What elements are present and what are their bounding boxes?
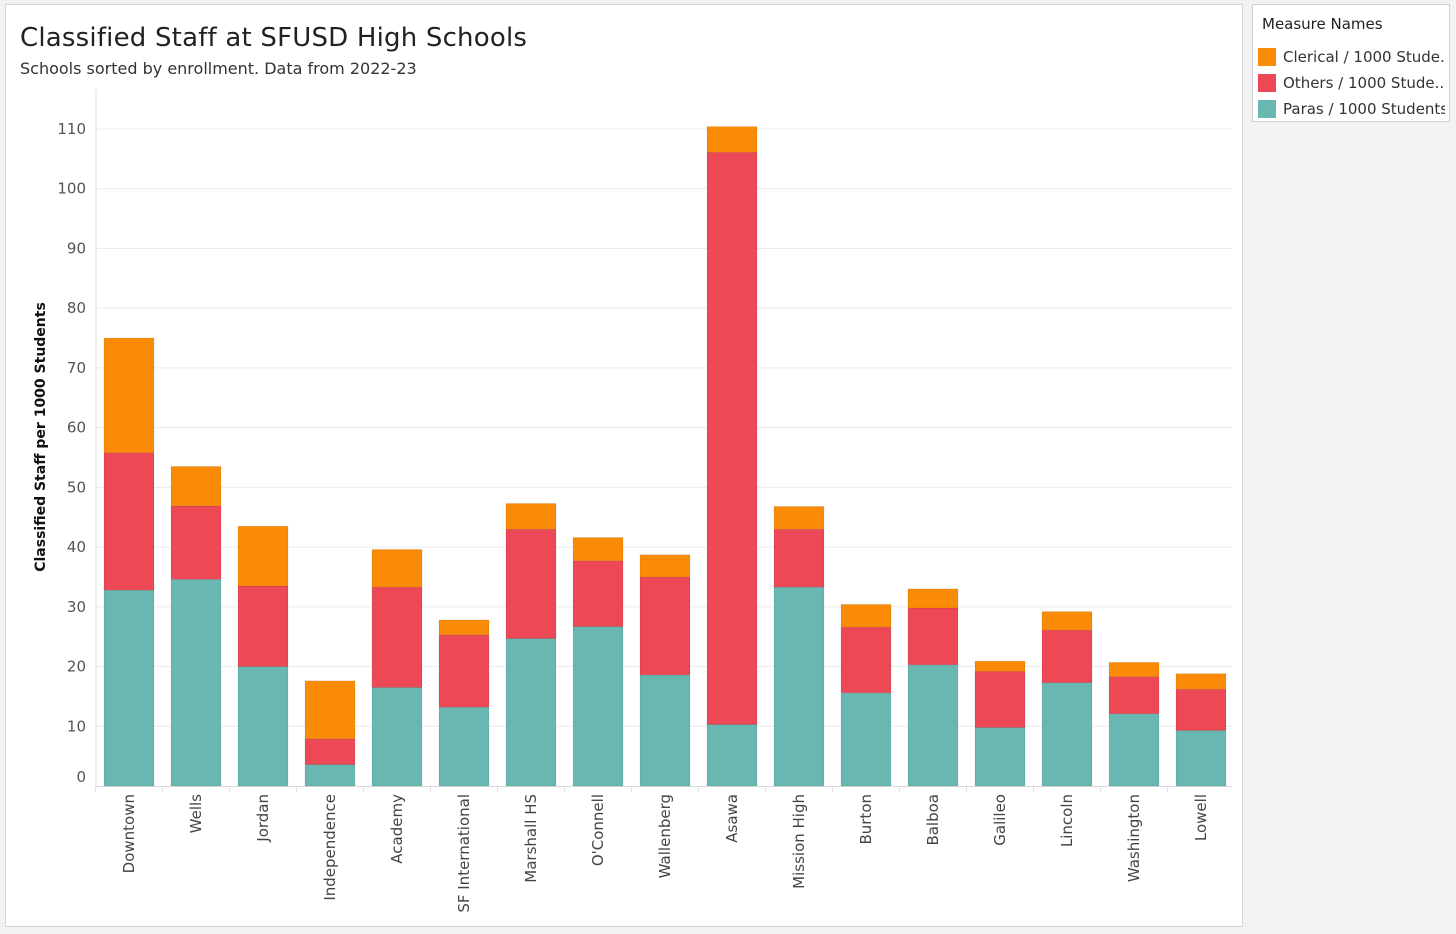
bar-segment	[505, 503, 557, 530]
x-tick-label: Galileo	[991, 794, 1009, 846]
bar-segment	[1108, 713, 1160, 787]
y-tick-label: 80	[67, 299, 86, 317]
bar-segment	[371, 549, 423, 588]
bar-segment	[1041, 682, 1093, 787]
bar-segment	[974, 727, 1026, 787]
x-tick-label: Downtown	[120, 794, 138, 873]
y-tick-label: 0	[76, 768, 86, 786]
bar-segment	[706, 724, 758, 787]
bar-segment	[1175, 730, 1227, 787]
bar-segment	[572, 626, 624, 787]
bar-segment	[170, 505, 222, 580]
x-tick-label: Jordan	[254, 794, 272, 843]
x-tick-label: Lowell	[1192, 794, 1210, 841]
x-tick-label: SF International	[455, 794, 473, 913]
bar-segment	[170, 579, 222, 787]
bar-segment	[639, 576, 691, 676]
bar-segment	[438, 706, 490, 787]
legend: Measure Names Clerical / 1000 Stude.. Ot…	[1252, 4, 1450, 122]
bar-segment	[639, 554, 691, 578]
bar-segment	[1175, 673, 1227, 690]
chart-panel: 0 10 20 30 40 50 60 70 80 90 100 110 Classified Staf…	[5, 4, 1243, 927]
x-tick-label: O'Connell	[589, 794, 607, 866]
bar-segment	[840, 692, 892, 787]
bar-segment	[572, 560, 624, 627]
bar-segment	[1041, 611, 1093, 631]
bar-segment	[371, 586, 423, 688]
bar-segment	[505, 528, 557, 639]
x-tick-label: Marshall HS	[522, 794, 540, 883]
bar-segment	[103, 589, 155, 787]
bar-segment	[773, 586, 825, 787]
bar-segment	[1041, 629, 1093, 683]
legend-swatch-others	[1258, 74, 1276, 92]
y-tick-label: 100	[57, 180, 86, 198]
bar-segment	[1108, 662, 1160, 677]
legend-label-paras: Paras / 1000 Students	[1283, 100, 1445, 118]
y-tick-label: 70	[67, 359, 86, 377]
y-tick-label: 50	[67, 478, 86, 496]
x-tick-label: Academy	[388, 794, 406, 864]
legend-label-clerical: Clerical / 1000 Stude..	[1283, 48, 1445, 66]
bar-segment	[907, 588, 959, 609]
bar-segment	[371, 687, 423, 787]
bar-segment	[304, 738, 356, 765]
bar-segment	[1175, 688, 1227, 731]
bar-segment	[103, 452, 155, 591]
y-axis-title: Classified Staff per 1000 Students	[33, 302, 49, 572]
bar-segment	[237, 666, 289, 787]
x-tick-label: Burton	[857, 794, 875, 845]
bar-segment	[974, 671, 1026, 728]
bar-segment	[907, 607, 959, 666]
bar-segment	[840, 604, 892, 628]
x-tick-label: Mission High	[790, 794, 808, 889]
bar-segment	[840, 626, 892, 694]
y-tick-label: 40	[67, 538, 86, 556]
bar-segment	[237, 585, 289, 667]
bar-segment	[304, 764, 356, 787]
x-tick-label: Balboa	[924, 794, 942, 846]
legend-item-clerical[interactable]: Clerical / 1000 Stude..	[1258, 47, 1448, 67]
y-tick-label: 60	[67, 419, 86, 437]
y-tick-label: 110	[57, 120, 86, 138]
chart-title: Classified Staff at SFUSD High Schools	[20, 23, 528, 53]
x-tick-label: Lincoln	[1058, 794, 1076, 847]
bar-chart-plot: 0 10 20 30 40 50 60 70 80 90 100 110 Classified Staf…	[33, 89, 1232, 913]
y-tick-label: 30	[67, 598, 86, 616]
y-tick-label: 20	[67, 658, 86, 676]
bar-segment	[974, 660, 1026, 672]
y-tick-label: 90	[67, 239, 86, 257]
x-tick-label: Independence	[321, 794, 339, 901]
bar-segment	[572, 537, 624, 562]
y-tick-label: 10	[67, 717, 86, 735]
x-tick-label: Washington	[1125, 794, 1143, 882]
bar-segment	[170, 466, 222, 507]
bar-segment	[304, 680, 356, 740]
bar-segment	[773, 506, 825, 530]
bar-segment	[706, 126, 758, 153]
legend-swatch-clerical	[1258, 48, 1276, 66]
bar-segment	[1108, 676, 1160, 715]
bar-segment	[505, 638, 557, 787]
bar-segment	[103, 337, 155, 454]
legend-item-others[interactable]: Others / 1000 Stude..	[1258, 73, 1448, 93]
legend-title: Measure Names	[1262, 15, 1383, 33]
legend-item-paras[interactable]: Paras / 1000 Students	[1258, 99, 1448, 119]
legend-swatch-paras	[1258, 100, 1276, 118]
x-tick-label: Asawa	[723, 794, 741, 843]
x-tick-label: Wallenberg	[656, 794, 674, 878]
bar-segment	[639, 674, 691, 787]
bar-segment	[907, 664, 959, 787]
x-tick-label: Wells	[187, 794, 205, 834]
legend-label-others: Others / 1000 Stude..	[1283, 74, 1445, 92]
bar-segment	[773, 528, 825, 588]
bar-segment	[706, 151, 758, 725]
bar-segment	[237, 525, 289, 587]
chart-subtitle: Schools sorted by enrollment. Data from …	[20, 59, 417, 78]
bar-segment	[438, 619, 490, 636]
bar-segment	[438, 634, 490, 708]
